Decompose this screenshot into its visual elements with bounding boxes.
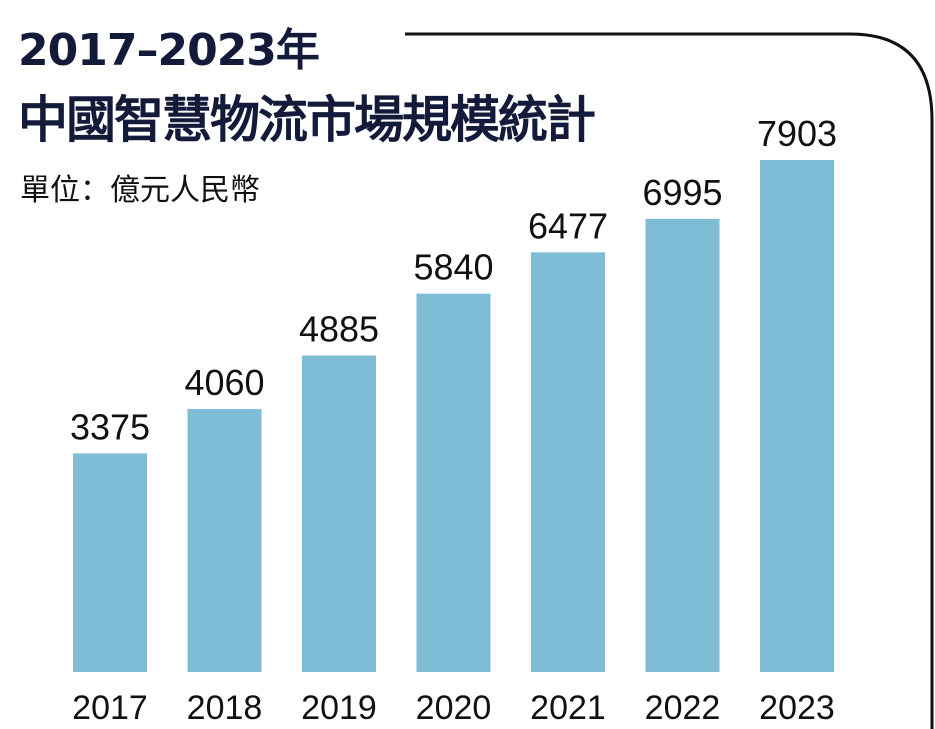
value-label: 6995 (642, 172, 722, 213)
bar-2021 (531, 252, 605, 672)
x-tick-label: 2021 (530, 689, 606, 727)
bar-2017 (73, 453, 147, 672)
x-tick-label: 2018 (187, 689, 263, 727)
x-tick-label: 2023 (759, 689, 835, 727)
chart-title-line1: 2017–2023年 (18, 25, 320, 76)
x-tick-label: 2022 (645, 689, 721, 727)
unit-label: 單位：億元人民幣 (20, 173, 260, 208)
chart-title-line2: 中國智慧物流市場規模統計 (18, 91, 596, 149)
x-tick-label: 2020 (416, 689, 492, 727)
value-label: 6477 (528, 205, 608, 246)
x-tick-label: 2019 (301, 689, 377, 727)
x-tick-label: 2017 (72, 689, 148, 727)
bar-2020 (416, 293, 491, 672)
bar-2022 (645, 218, 720, 672)
bar-2018 (187, 408, 262, 672)
frame-border (405, 32, 934, 729)
value-label: 3375 (70, 406, 150, 447)
value-label: 4060 (184, 362, 264, 403)
value-label: 5840 (413, 247, 493, 288)
bar-2023 (760, 160, 834, 672)
bar-2019 (302, 355, 376, 672)
value-label: 7903 (757, 113, 837, 154)
value-label: 4885 (299, 309, 379, 350)
